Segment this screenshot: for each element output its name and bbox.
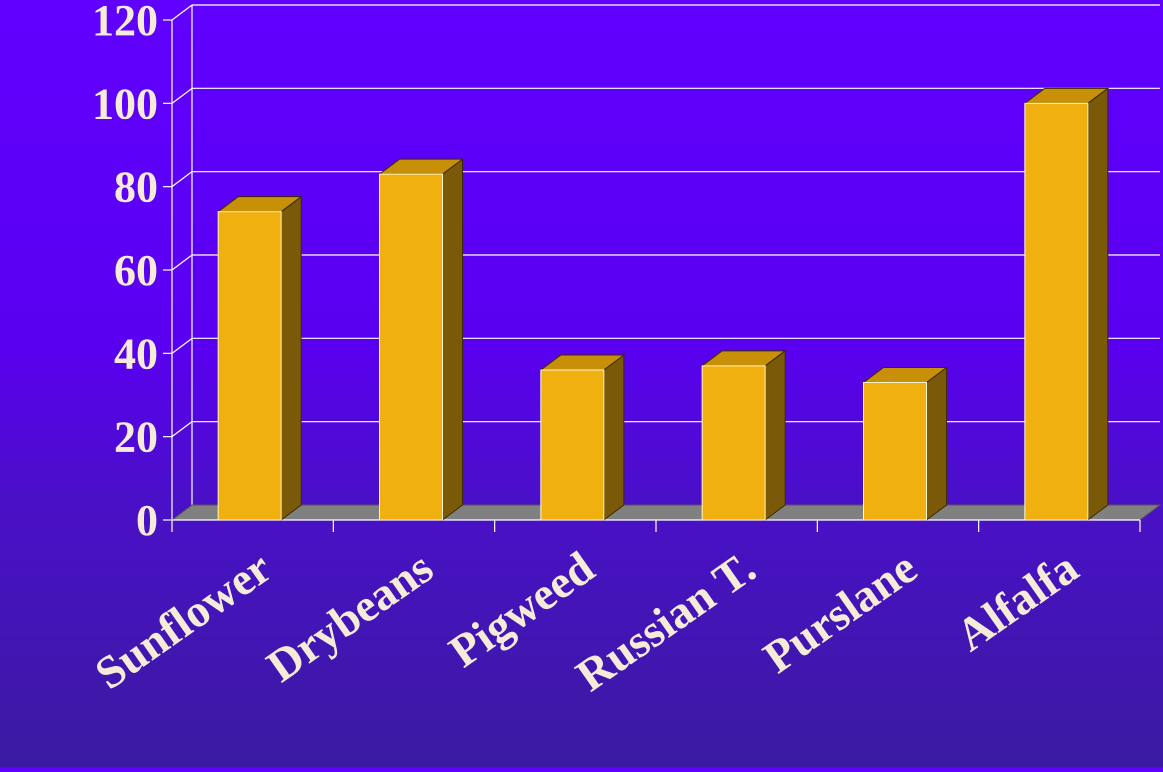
y-tick-label: 60	[114, 246, 158, 295]
gridline-wall	[171, 4, 193, 21]
bar-side	[764, 349, 786, 521]
gridline-wall	[171, 254, 193, 271]
bar	[540, 369, 605, 521]
y-tick-label: 100	[92, 79, 158, 128]
gridline-wall	[171, 421, 193, 438]
bar-side	[442, 158, 463, 521]
x-tick-label: Russian T.	[567, 541, 765, 701]
gridline-wall	[171, 87, 193, 104]
y-tick-label: 80	[114, 163, 158, 212]
x-tick-label: Sunflower	[86, 541, 281, 699]
y-tick-label: 20	[114, 413, 158, 462]
bar-side	[280, 195, 302, 521]
bar-side	[1087, 87, 1109, 521]
y-tick-label: 120	[92, 0, 158, 45]
x-tick-label: Alfalfa	[947, 541, 1087, 660]
chart-floor	[170, 504, 1162, 521]
bar	[863, 382, 927, 521]
gridline-wall	[171, 171, 193, 188]
bar-side	[926, 366, 947, 521]
bar	[379, 173, 443, 521]
bar	[701, 365, 766, 521]
x-tick-label: Purslane	[754, 541, 926, 682]
bar	[217, 211, 282, 521]
bar	[1024, 102, 1089, 521]
gridline-wall	[171, 337, 193, 354]
x-tick-label: Drybeans	[258, 541, 442, 691]
y-tick-label: 0	[136, 496, 158, 545]
y-tick-label: 40	[114, 329, 158, 378]
bar-side	[603, 354, 625, 521]
